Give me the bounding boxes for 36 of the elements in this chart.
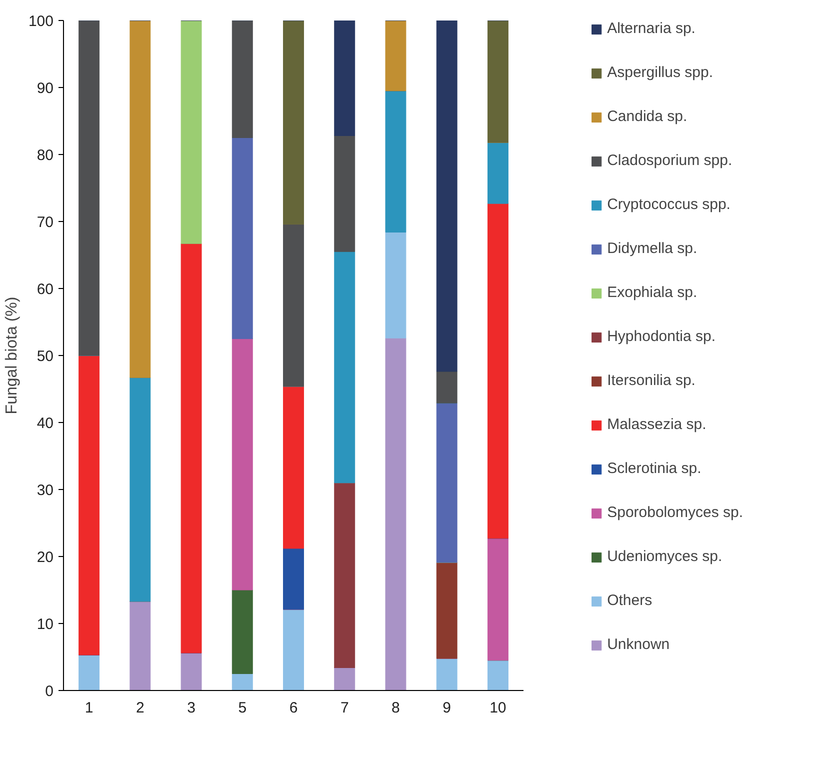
x-tick-label: 5 xyxy=(238,700,247,716)
x-tick-label: 7 xyxy=(340,700,349,716)
legend-label: Unknown xyxy=(607,636,670,653)
legend-label: Aspergillus spp. xyxy=(607,64,713,81)
legend-label: Alternaria sp. xyxy=(607,20,696,37)
x-tick-label: 8 xyxy=(392,700,400,716)
legend-label: Udeniomyces sp. xyxy=(607,548,722,565)
x-tick-label: 9 xyxy=(442,700,452,716)
legend-label: Exophiala sp. xyxy=(607,284,698,301)
y-tick-label: 20 xyxy=(36,549,54,566)
legend-label: Others xyxy=(607,592,652,609)
y-tick-label: 50 xyxy=(36,348,54,365)
legend-label: Itersonilia sp. xyxy=(607,372,696,389)
y-tick-label: 0 xyxy=(45,683,54,700)
legend-label: Didymella sp. xyxy=(607,240,698,257)
y-tick-label: 40 xyxy=(36,415,54,432)
legend-label: Cladosporium spp. xyxy=(607,152,732,169)
y-tick-label: 60 xyxy=(36,281,54,298)
x-tick-label: 2 xyxy=(136,700,144,716)
legend-label: Hyphodontia sp. xyxy=(607,328,716,345)
y-tick-label: 10 xyxy=(36,616,54,633)
x-tick-label: 3 xyxy=(187,700,196,716)
legend-label: Candida sp. xyxy=(607,108,688,125)
y-tick-label: 90 xyxy=(36,80,54,97)
y-tick-label: 30 xyxy=(36,482,54,499)
y-tick-label: 80 xyxy=(36,147,54,164)
legend-label: Malassezia sp. xyxy=(607,416,706,433)
y-axis-title: Fungal biota (%) xyxy=(3,296,20,414)
x-tick-label: 10 xyxy=(490,700,506,716)
x-tick-label: 6 xyxy=(289,700,298,716)
x-tick-label: 1 xyxy=(84,700,94,716)
legend-label: Sporobolomyces sp. xyxy=(607,504,743,521)
y-tick-label: 70 xyxy=(36,214,54,231)
y-tick-label: 100 xyxy=(28,13,54,30)
legend-label: Cryptococcus spp. xyxy=(607,196,730,213)
legend-label: Sclerotinia sp. xyxy=(607,460,702,477)
